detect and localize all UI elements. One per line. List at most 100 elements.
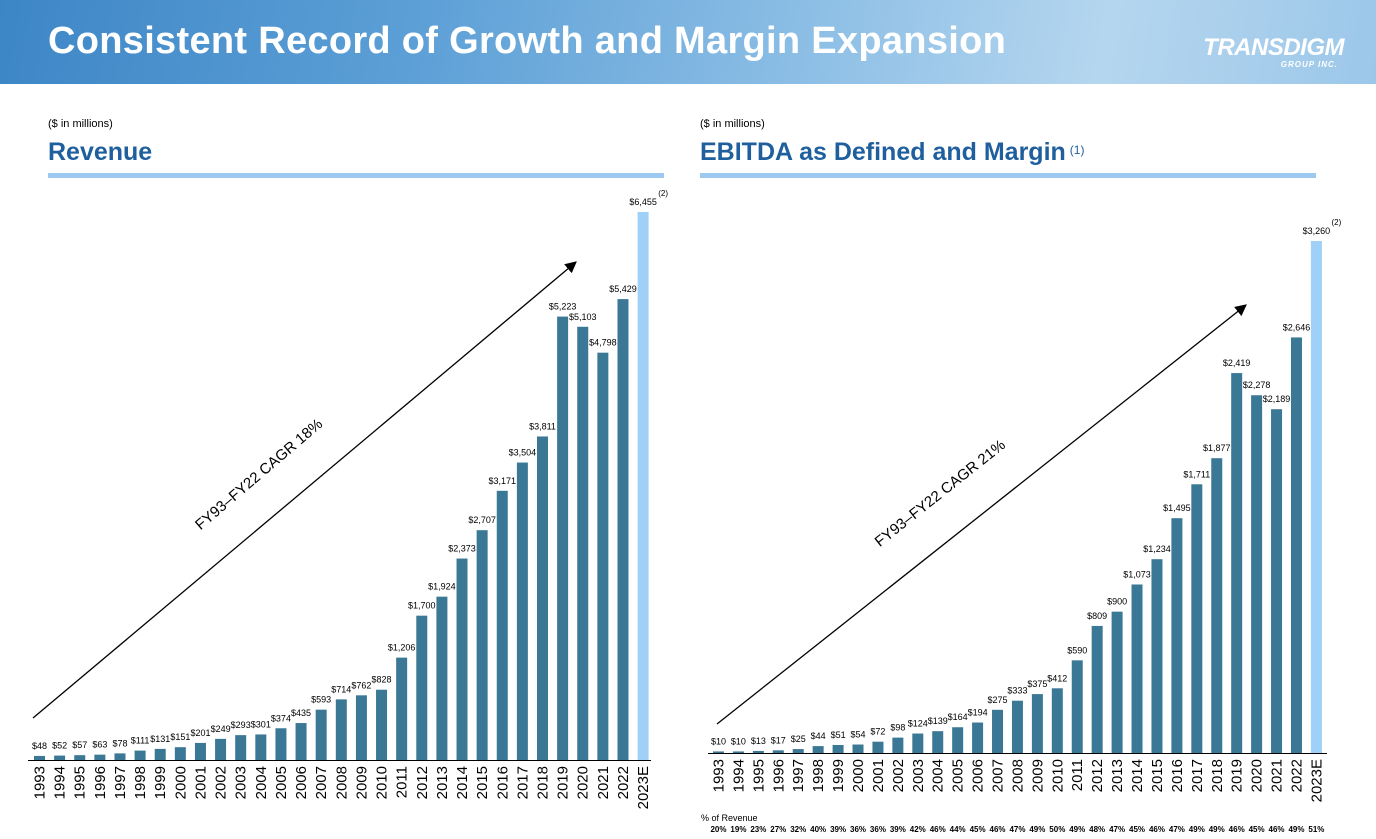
- revenue-chart-title: Revenue: [48, 138, 664, 172]
- ebitda-value-label-2006: $194: [968, 708, 988, 718]
- revenue-tick-label-1999: 1999: [152, 766, 169, 799]
- ebitda-pct-of-revenue-2020: 45%: [1249, 825, 1265, 834]
- ebitda-bar-2004: [932, 731, 944, 753]
- ebitda-bar-2023E: [1310, 241, 1322, 753]
- ebitda-tick-label-2006: 2006: [970, 759, 987, 792]
- revenue-bar-2005: [275, 728, 287, 760]
- ebitda-bar-2014: [1131, 584, 1143, 753]
- ebitda-bar-2012: [1091, 625, 1103, 753]
- ebitda-bar-2021: [1271, 409, 1283, 753]
- ebitda-value-label-2013: $900: [1107, 597, 1127, 607]
- revenue-value-label-2003: $293: [231, 720, 251, 730]
- ebitda-pct-of-revenue-1998: 40%: [810, 825, 826, 834]
- ebitda-tick-label-2014: 2014: [1129, 759, 1146, 792]
- ebitda-bar-2000: [852, 744, 864, 753]
- revenue-value-label-1993: $48: [32, 741, 47, 751]
- ebitda-value-label-2002: $98: [890, 723, 905, 733]
- ebitda-pct-of-revenue-1999: 39%: [830, 825, 846, 834]
- ebitda-pct-of-revenue-2003: 42%: [910, 825, 926, 834]
- ebitda-pct-of-revenue-2022: 49%: [1288, 825, 1304, 834]
- ebitda-tick-label-1994: 1994: [730, 759, 747, 792]
- ebitda-value-label-1998: $44: [811, 731, 826, 741]
- revenue-bar-2009: [355, 695, 367, 760]
- ebitda-bar-2003: [912, 733, 924, 753]
- ebitda-tick-label-2001: 2001: [870, 759, 887, 792]
- ebitda-value-label-2008: $333: [1007, 686, 1027, 696]
- ebitda-panel: ($ in millions) EBITDA as Defined and Ma…: [700, 112, 1316, 178]
- ebitda-tick-label-2003: 2003: [910, 759, 927, 792]
- ebitda-title-footnote: (1): [1069, 143, 1085, 157]
- ebitda-tick-label-2017: 2017: [1189, 759, 1206, 792]
- ebitda-pct-of-revenue-2016: 47%: [1169, 825, 1185, 834]
- ebitda-bar-2008: [1011, 700, 1023, 753]
- ebitda-bar-1998: [812, 746, 824, 753]
- ebitda-bar-2019: [1231, 373, 1243, 753]
- ebitda-bar-1994: [732, 751, 744, 753]
- revenue-bar-1999: [154, 748, 166, 760]
- revenue-value-label-2004: $301: [251, 719, 271, 729]
- ebitda-pct-of-revenue-2000: 36%: [850, 825, 866, 834]
- ebitda-pct-of-revenue-2023E: 51%: [1308, 825, 1324, 834]
- ebitda-pct-of-revenue-2004: 46%: [930, 825, 946, 834]
- ebitda-bar-2011: [1071, 660, 1083, 753]
- ebitda-pct-of-revenue-2006: 45%: [970, 825, 986, 834]
- ebitda-bar-2001: [872, 741, 884, 753]
- revenue-value-label-1999: $131: [150, 734, 170, 744]
- revenue-value-label-2015: $2,707: [468, 515, 496, 525]
- page-title: Consistent Record of Growth and Margin E…: [48, 20, 1007, 62]
- revenue-tick-label-2011: 2011: [394, 766, 411, 798]
- revenue-estimate-footnote: (2): [658, 189, 668, 198]
- revenue-bar-2014: [456, 558, 468, 760]
- revenue-tick-label-2005: 2005: [273, 766, 290, 799]
- revenue-tick-label-2013: 2013: [434, 766, 451, 799]
- revenue-value-label-2023E: $6,455: [629, 197, 657, 207]
- revenue-tick-label-2008: 2008: [333, 766, 350, 799]
- ebitda-pct-of-revenue-2014: 45%: [1129, 825, 1145, 834]
- ebitda-bar-1999: [832, 744, 844, 753]
- ebitda-bar-2016: [1171, 518, 1183, 753]
- revenue-tick-label-2022: 2022: [615, 766, 632, 799]
- ebitda-pct-of-revenue-2001: 36%: [870, 825, 886, 834]
- ebitda-tick-label-1996: 1996: [770, 759, 787, 792]
- revenue-tick-label-2020: 2020: [575, 766, 592, 799]
- revenue-cagr-annotation: FY93–FY22 CAGR 18%: [192, 416, 326, 534]
- ebitda-value-label-1997: $25: [791, 734, 806, 744]
- revenue-tick-label-1995: 1995: [72, 766, 89, 799]
- ebitda-bar-2009: [1031, 694, 1043, 753]
- ebitda-tick-label-1998: 1998: [810, 759, 827, 792]
- ebitda-units-note: ($ in millions): [700, 118, 765, 130]
- revenue-value-label-2017: $3,504: [509, 448, 537, 458]
- ebitda-tick-label-2021: 2021: [1269, 759, 1286, 792]
- revenue-tick-label-1996: 1996: [92, 766, 109, 799]
- revenue-tick-label-2006: 2006: [293, 766, 310, 799]
- revenue-value-label-2020: $5,103: [569, 312, 597, 322]
- revenue-bar-2002: [215, 738, 227, 760]
- revenue-value-label-2008: $714: [331, 684, 351, 694]
- revenue-bar-2000: [174, 747, 186, 760]
- revenue-bar-2003: [235, 735, 247, 760]
- revenue-value-label-2016: $3,171: [488, 476, 516, 486]
- ebitda-bar-2005: [952, 727, 964, 753]
- revenue-tick-label-2014: 2014: [454, 766, 471, 799]
- ebitda-tick-label-1995: 1995: [750, 759, 767, 792]
- revenue-bar-2010: [376, 689, 388, 760]
- ebitda-bar-2022: [1290, 337, 1302, 753]
- ebitda-value-label-2023E: $3,260: [1303, 226, 1331, 236]
- ebitda-pct-of-revenue-2018: 49%: [1209, 825, 1225, 834]
- ebitda-bar-1995: [752, 750, 764, 753]
- ebitda-pct-of-revenue-2009: 49%: [1029, 825, 1045, 834]
- revenue-bar-2022: [617, 299, 629, 760]
- ebitda-pct-of-revenue-2017: 49%: [1189, 825, 1205, 834]
- revenue-units-note: ($ in millions): [48, 118, 113, 130]
- ebitda-bar-2006: [972, 722, 984, 753]
- ebitda-tick-label-2015: 2015: [1149, 759, 1166, 792]
- ebitda-value-label-2021: $2,189: [1263, 394, 1291, 404]
- revenue-tick-label-2000: 2000: [172, 766, 189, 799]
- revenue-value-label-2005: $374: [271, 713, 291, 723]
- ebitda-value-label-2018: $1,877: [1203, 443, 1231, 453]
- ebitda-value-label-1995: $13: [751, 736, 766, 746]
- ebitda-value-label-2001: $72: [870, 727, 885, 737]
- ebitda-value-label-2019: $2,419: [1223, 358, 1251, 368]
- revenue-tick-label-1997: 1997: [112, 766, 129, 799]
